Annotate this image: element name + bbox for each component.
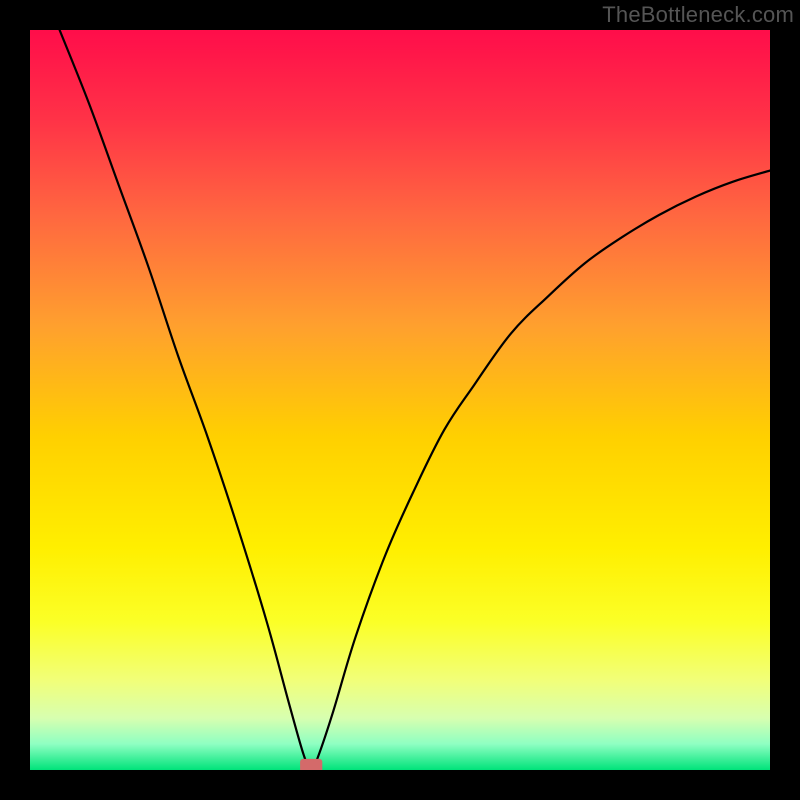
optimal-marker	[300, 759, 322, 770]
plot-area	[30, 30, 770, 770]
gradient-background	[30, 30, 770, 770]
chart-frame: TheBottleneck.com	[0, 0, 800, 800]
chart-svg	[30, 30, 770, 770]
watermark-text: TheBottleneck.com	[602, 2, 794, 28]
